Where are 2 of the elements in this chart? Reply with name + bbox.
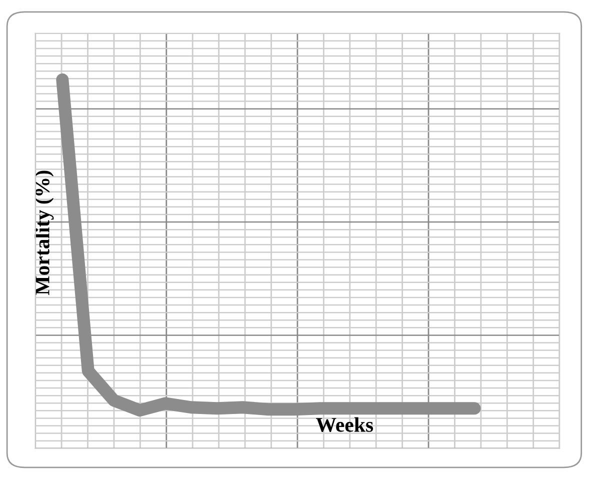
x-axis-title: Weeks — [316, 417, 374, 432]
y-axis-title: Mortality (%) — [34, 170, 54, 295]
